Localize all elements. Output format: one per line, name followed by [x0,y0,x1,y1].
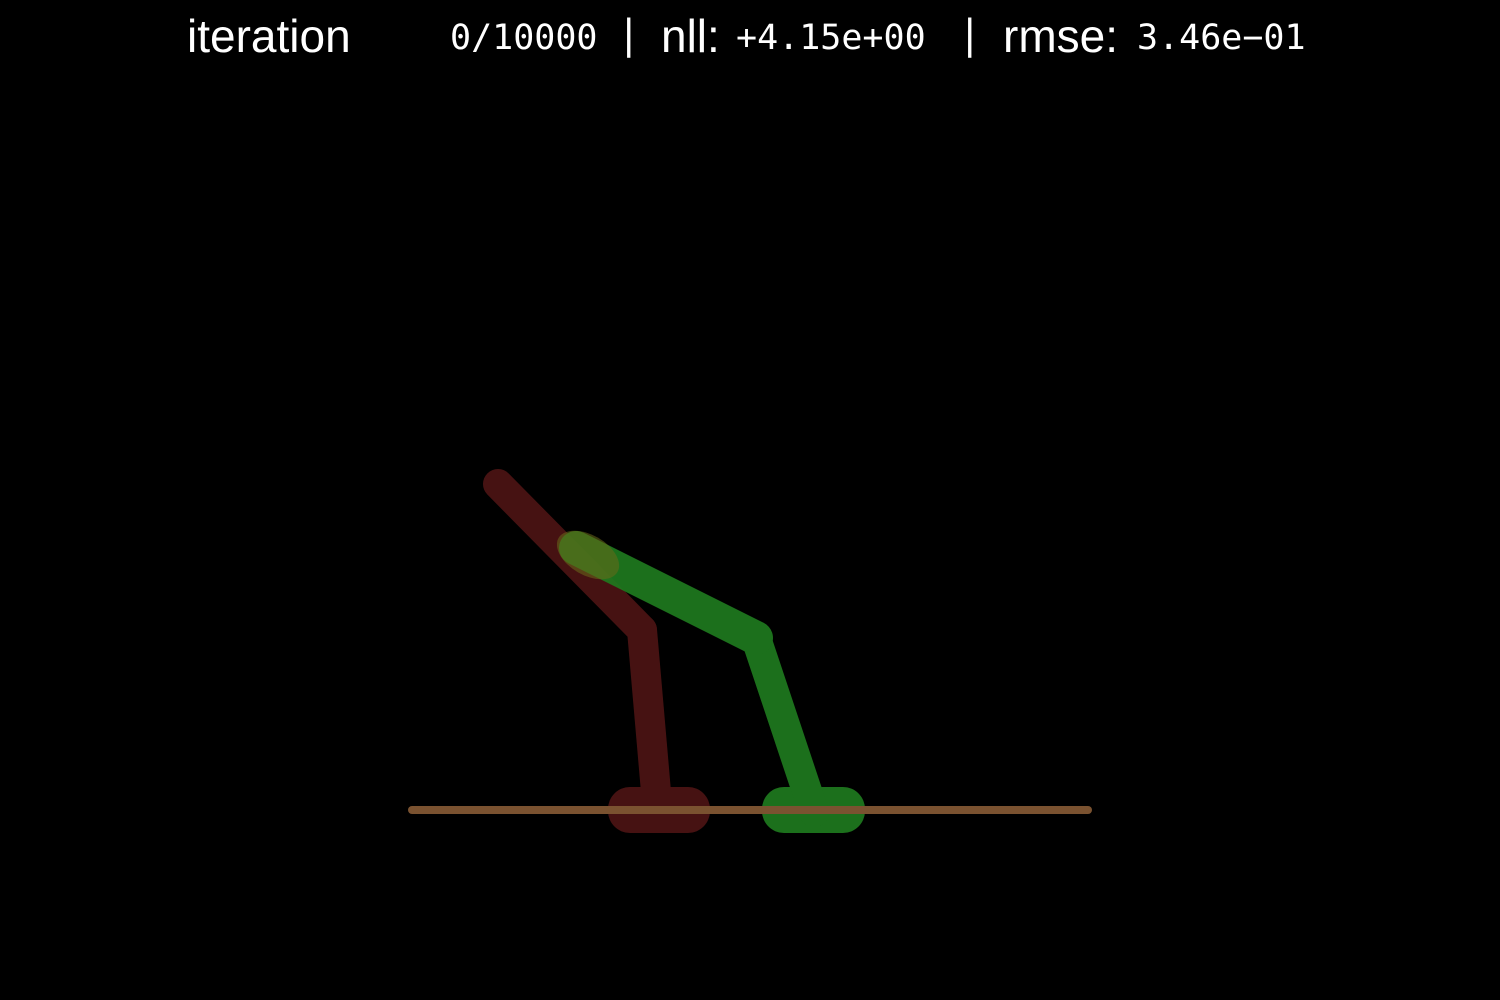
rmse-label: rmse: [1003,10,1118,62]
overlap-highlight [556,530,620,580]
target-lower-leg [627,615,673,830]
iteration-label: iteration [187,10,351,62]
target-pose [483,469,710,833]
separator: | [622,12,636,58]
model-lower-leg [741,623,829,827]
iteration-value: 0/10000 [450,18,598,58]
status-bar: iteration 0/10000 | nll: +4.15e+00 | rms… [0,8,1500,68]
separator: | [963,12,977,58]
rmse-value: 3.46e−01 [1137,18,1306,58]
nll-label: nll: [661,10,720,62]
nll-value: +4.15e+00 [736,18,926,58]
